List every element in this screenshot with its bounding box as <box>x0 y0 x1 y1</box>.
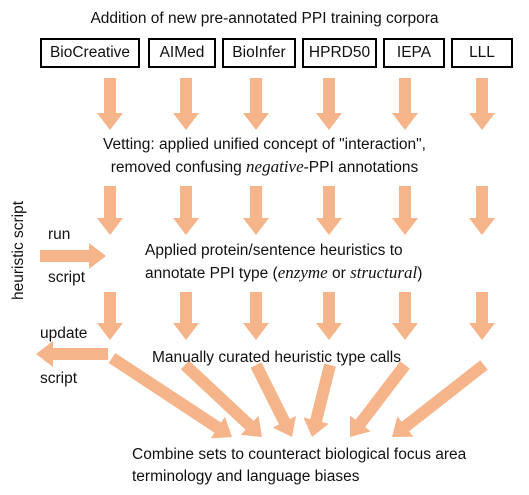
down-arrow-r3-c2 <box>173 292 199 340</box>
heuristics-line-2: annotate PPI type (enzyme or structural) <box>145 263 423 282</box>
down-arrow-r3-c5 <box>392 292 418 340</box>
down-arrow-r2-c6 <box>469 186 495 235</box>
down-arrow-r1-c3 <box>243 78 269 130</box>
update-label: update <box>40 325 88 342</box>
down-arrow-r2-c3 <box>243 186 269 235</box>
converge-arrow-6 <box>392 360 488 437</box>
negative-emphasis: negative <box>246 157 304 176</box>
structural-emphasis: structural <box>350 263 418 282</box>
combine-line-2: terminology and language biases <box>132 468 360 485</box>
run-label: run <box>48 226 71 243</box>
converge-arrow-4 <box>303 363 336 437</box>
down-arrow-r1-c6 <box>469 78 495 130</box>
down-arrow-r3-c1 <box>97 292 123 340</box>
update-script-arrow <box>36 341 108 367</box>
heuristic-script-label: heuristic script <box>10 200 27 300</box>
run-script-arrow <box>40 243 106 269</box>
corpus-box-lll: LLL <box>451 38 513 68</box>
corpus-box-biocreative: BioCreative <box>40 38 140 68</box>
converge-arrow-5 <box>350 361 410 437</box>
run-script-label: script <box>48 269 86 286</box>
down-arrow-r3-c4 <box>316 292 342 340</box>
vetting-line-1: Vetting: applied unified concept of "int… <box>103 136 426 153</box>
vetting-step: Vetting: applied unified concept of "int… <box>0 134 529 179</box>
update-script-label: script <box>40 370 78 387</box>
down-arrow-r1-c5 <box>392 78 418 130</box>
combine-line-1: Combine sets to counteract biological fo… <box>132 446 467 463</box>
down-arrow-r1-c4 <box>316 78 342 130</box>
down-arrow-r2-c4 <box>316 186 342 235</box>
corpus-box-iepa: IEPA <box>383 38 445 68</box>
corpus-box-aimed: AIMed <box>148 38 216 68</box>
corpus-box-hprd50: HPRD50 <box>302 38 377 68</box>
down-arrow-r2-c1 <box>97 186 123 235</box>
heuristics-line-1: Applied protein/sentence heuristics to <box>145 242 403 259</box>
combine-step: Combine sets to counteract biological fo… <box>132 444 466 488</box>
converge-arrow-3 <box>250 362 296 437</box>
corpus-box-bioinfer: BioInfer <box>222 38 296 68</box>
down-arrow-r2-c5 <box>392 186 418 235</box>
converge-arrow-2 <box>180 360 262 437</box>
converge-arrow-1 <box>108 353 232 439</box>
down-arrow-r2-c2 <box>173 186 199 235</box>
vetting-line-2: removed confusing negative-PPI annotatio… <box>110 157 419 176</box>
heuristics-step: Applied protein/sentence heuristics to a… <box>145 240 422 285</box>
down-arrow-r1-c2 <box>173 78 199 130</box>
manual-step: Manually curated heuristic type calls <box>152 349 401 366</box>
down-arrow-r3-c3 <box>243 292 269 340</box>
down-arrow-r1-c1 <box>97 78 123 130</box>
diagram-title: Addition of new pre-annotated PPI traini… <box>90 10 439 27</box>
enzyme-emphasis: enzyme <box>277 263 328 282</box>
down-arrow-r3-c6 <box>469 292 495 340</box>
